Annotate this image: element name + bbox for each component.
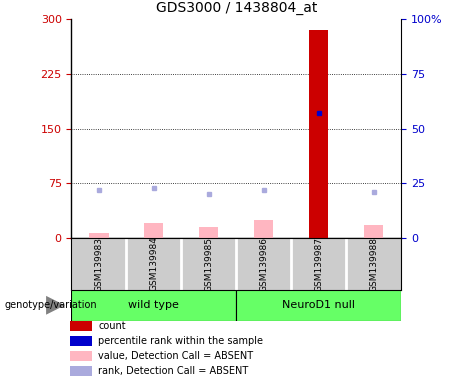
Bar <box>309 30 328 238</box>
Text: GSM139988: GSM139988 <box>369 237 378 291</box>
Text: count: count <box>98 321 126 331</box>
Bar <box>70 351 92 361</box>
Bar <box>89 233 108 238</box>
Bar <box>254 220 273 238</box>
Text: value, Detection Call = ABSENT: value, Detection Call = ABSENT <box>98 351 253 361</box>
Text: NeuroD1 null: NeuroD1 null <box>282 300 355 310</box>
Text: GSM139983: GSM139983 <box>95 237 103 291</box>
Text: GSM139987: GSM139987 <box>314 237 323 291</box>
Bar <box>70 336 92 346</box>
Bar <box>144 223 164 238</box>
Text: percentile rank within the sample: percentile rank within the sample <box>98 336 263 346</box>
Bar <box>70 321 92 331</box>
Bar <box>364 225 383 238</box>
Bar <box>71 290 236 321</box>
Text: rank, Detection Call = ABSENT: rank, Detection Call = ABSENT <box>98 366 248 376</box>
Title: GDS3000 / 1438804_at: GDS3000 / 1438804_at <box>155 2 317 15</box>
Text: GSM139984: GSM139984 <box>149 237 159 291</box>
Bar <box>70 366 92 376</box>
Bar <box>236 290 401 321</box>
Text: wild type: wild type <box>129 300 179 310</box>
Text: GSM139986: GSM139986 <box>259 237 268 291</box>
Bar <box>199 227 219 238</box>
Polygon shape <box>46 296 65 315</box>
Text: GSM139985: GSM139985 <box>204 237 213 291</box>
Text: genotype/variation: genotype/variation <box>5 300 97 310</box>
